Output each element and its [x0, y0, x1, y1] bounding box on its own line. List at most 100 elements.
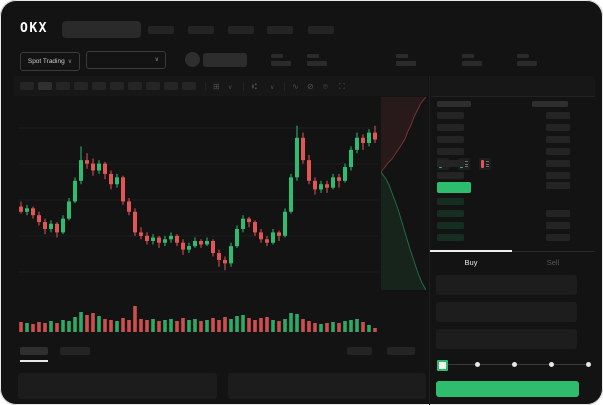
pair-name-skeleton[interactable] [203, 53, 247, 67]
last-price-row[interactable] [430, 182, 595, 193]
ticker-stat [271, 54, 293, 67]
bid-row[interactable] [430, 234, 595, 244]
stat-value-skeleton [396, 61, 416, 66]
amount-slider[interactable] [437, 360, 591, 371]
bid-row[interactable] [430, 198, 595, 208]
slider-stop[interactable] [549, 362, 554, 367]
volume-chart[interactable] [18, 298, 378, 332]
nav-item[interactable] [228, 26, 254, 34]
book-icon-bar [481, 160, 484, 168]
bid-row[interactable] [430, 222, 595, 232]
ask-row[interactable] [430, 172, 595, 182]
stat-label-skeleton [307, 54, 319, 58]
trade-panel: Buy Sell [430, 76, 595, 405]
bid-row[interactable] [430, 210, 595, 220]
amount-skeleton [546, 136, 570, 143]
chevron-down-icon[interactable]: ∨ [270, 85, 275, 91]
stat-label-skeleton [396, 54, 408, 58]
amount-skeleton [546, 124, 570, 131]
nav-item[interactable] [188, 26, 214, 34]
buy-submit-button[interactable] [436, 381, 579, 397]
ticker-stat [307, 54, 329, 67]
fullscreen-icon[interactable]: ⛶ [339, 82, 345, 91]
bottom-left-panel[interactable] [18, 373, 217, 399]
price-skeleton [437, 101, 471, 107]
pair-dropdown[interactable]: ∨ [86, 51, 166, 69]
timeframe-button[interactable] [56, 82, 70, 90]
chart-option-button[interactable] [387, 347, 415, 355]
pair-avatar [185, 52, 200, 67]
price-skeleton [437, 172, 464, 179]
slider-stop[interactable] [512, 362, 517, 367]
nav-item[interactable] [148, 26, 174, 34]
depth-chart[interactable] [380, 96, 427, 291]
slider-stop[interactable] [475, 362, 480, 367]
bottom-right-panel[interactable] [228, 373, 426, 399]
trade-input-skeleton[interactable] [436, 275, 577, 295]
book-asks-icon[interactable] [479, 158, 491, 170]
ticker-stat [462, 54, 484, 67]
slider-handle[interactable] [437, 360, 448, 371]
timeframe-button[interactable] [182, 82, 196, 90]
chart-tab-active[interactable] [20, 347, 48, 355]
timeframe-button[interactable] [146, 82, 160, 90]
ticker-stat [396, 54, 418, 67]
ask-row[interactable] [430, 148, 595, 158]
price-skeleton [437, 112, 464, 119]
orderbook-divider [431, 96, 595, 97]
search-input[interactable] [62, 21, 141, 38]
toolbar-divider [243, 82, 244, 91]
ask-row[interactable] [430, 160, 595, 170]
interval-icon[interactable]: ⑆ [252, 82, 257, 91]
ticker-stat [517, 54, 539, 67]
nav-item[interactable] [267, 26, 293, 34]
chart-toolbar-strip [14, 76, 428, 96]
price-skeleton [437, 234, 464, 241]
chart-option-button[interactable] [347, 347, 372, 355]
ask-row[interactable] [430, 112, 595, 122]
stat-label-skeleton [517, 54, 529, 58]
stat-label-skeleton [462, 54, 474, 58]
tab-sell[interactable]: Sell [546, 258, 560, 267]
slider-stop[interactable] [586, 362, 591, 367]
amount-skeleton [546, 182, 570, 189]
price-skeleton [437, 210, 464, 217]
timeframe-button[interactable] [92, 82, 106, 90]
tab-buy[interactable]: Buy [464, 258, 478, 267]
ask-row[interactable] [430, 136, 595, 146]
candlestick-chart[interactable] [18, 98, 378, 290]
order-book-header[interactable] [430, 101, 595, 111]
timeframe-button[interactable] [38, 82, 52, 90]
market-type-label: Spot Trading [27, 58, 65, 65]
stat-value-skeleton [462, 61, 482, 66]
timeframe-button[interactable] [20, 82, 34, 90]
ask-row[interactable] [430, 124, 595, 134]
price-skeleton [437, 124, 464, 131]
amount-skeleton [546, 172, 570, 179]
trade-input-skeleton[interactable] [436, 329, 577, 349]
candle-type-icon[interactable]: ⊞ [213, 82, 220, 91]
timeframe-button[interactable] [128, 82, 142, 90]
active-tab-indicator [430, 250, 512, 252]
orderbook-toolbar-strip [431, 76, 595, 96]
stat-label-skeleton [271, 54, 283, 58]
okx-logo[interactable]: OKX [20, 21, 48, 36]
chart-tab[interactable] [60, 347, 90, 355]
stat-value-skeleton [271, 61, 291, 66]
draw-icon[interactable]: ⊘ [307, 82, 314, 91]
chevron-down-icon[interactable]: ∨ [228, 85, 233, 91]
chart-tab-underline [20, 360, 48, 362]
amount-skeleton [546, 222, 570, 229]
trade-input-skeleton[interactable] [436, 302, 577, 322]
amount-skeleton [546, 112, 570, 119]
nav-item[interactable] [308, 26, 334, 34]
timeframe-button[interactable] [164, 82, 178, 90]
amount-skeleton [546, 210, 570, 217]
indicators-icon[interactable]: ∿ [292, 82, 299, 91]
timeframe-button[interactable] [74, 82, 88, 90]
price-skeleton [437, 136, 464, 143]
timeframe-button[interactable] [110, 82, 124, 90]
market-type-dropdown[interactable]: Spot Trading ∨ [20, 52, 80, 71]
camera-icon[interactable]: ⌾ [323, 82, 328, 91]
